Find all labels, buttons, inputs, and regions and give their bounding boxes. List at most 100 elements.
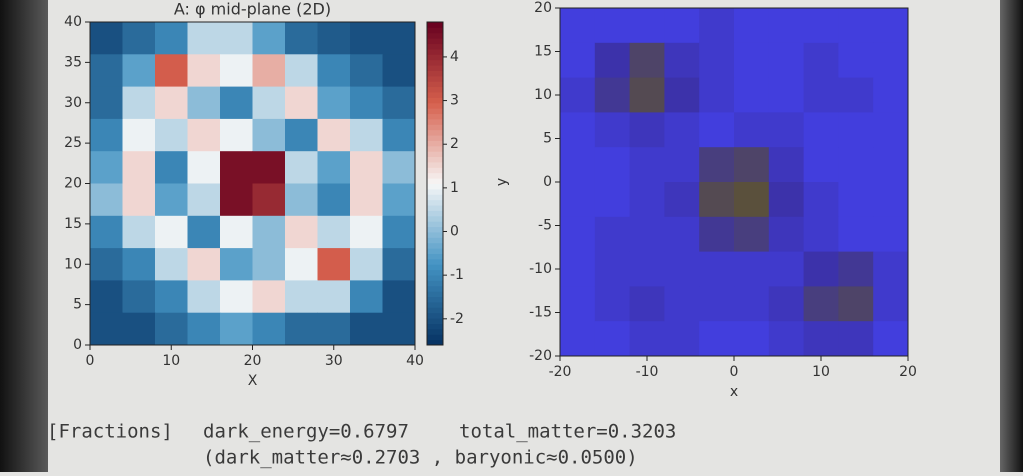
heatmap-cell: [768, 251, 805, 287]
heatmap-cell: [838, 321, 874, 357]
colorbar-segment: [427, 161, 443, 168]
heatmap-cell: [252, 215, 286, 249]
heatmap-cell: [285, 54, 318, 88]
colorbar-segment: [427, 194, 443, 201]
heatmap-cell: [699, 216, 735, 253]
heatmap-cell: [803, 182, 839, 218]
heatmap-cell: [187, 248, 221, 281]
colorbar-segment: [427, 91, 443, 98]
heatmap-cell: [734, 8, 770, 44]
y-tick-label: 20: [534, 0, 552, 16]
heatmap-cell: [734, 251, 770, 287]
heatmap-cell: [317, 215, 351, 249]
colorbar-segment: [427, 231, 443, 238]
heatmap-cell: [664, 251, 700, 287]
heatmap-cell: [734, 321, 770, 357]
y-tick-label: 15: [534, 44, 552, 60]
x-tick-label: 10: [812, 364, 830, 380]
heatmap-cell: [252, 183, 286, 217]
heatmap-cell: [838, 251, 874, 287]
colorbar-segment: [427, 22, 443, 28]
colorbar-tick-label: 3: [450, 93, 459, 109]
heatmap-cell: [155, 183, 188, 217]
heatmap-cell: [317, 248, 351, 281]
colorbar-segment: [427, 237, 443, 244]
colorbar-segment: [427, 210, 443, 217]
heatmap-cell: [90, 151, 123, 184]
heatmap-cell: [873, 112, 909, 148]
heatmap-cell: [594, 112, 631, 148]
footer-dark-energy: dark_energy=0.6797: [203, 421, 409, 443]
y-tick-label: 0: [73, 337, 82, 353]
heatmap-cell: [873, 216, 909, 253]
heatmap-cell: [664, 147, 700, 183]
left-bezel: [0, 0, 48, 472]
heatmap-cell: [803, 147, 839, 183]
heatmap-cell: [734, 286, 770, 322]
right-bezel: [1000, 0, 1023, 472]
heatmap-cell: [699, 147, 735, 183]
heatmap-cell: [560, 321, 596, 357]
heatmap-cell: [155, 118, 188, 152]
heatmap-cell: [594, 182, 631, 218]
heatmap-cell: [594, 77, 631, 113]
heatmap-cell: [187, 151, 221, 184]
heatmap-cell: [220, 118, 253, 152]
colorbar-segment: [427, 167, 443, 174]
heatmap-cell: [285, 151, 318, 184]
heatmap-cell: [382, 183, 416, 217]
footer-total-matter: total_matter=0.3203: [459, 421, 676, 443]
y-axis-label: y: [494, 178, 510, 186]
heatmap-cell: [803, 42, 839, 79]
x-tick-label: 40: [406, 353, 424, 369]
heatmap-cell: [594, 321, 631, 357]
colorbar-segment: [427, 27, 443, 34]
heatmap-cell: [382, 312, 416, 346]
colorbar-segment: [427, 312, 443, 319]
x-tick-label: 0: [86, 353, 95, 369]
heatmap-cell: [629, 182, 665, 218]
heatmap-cell: [664, 321, 700, 357]
heatmap-cell: [560, 112, 596, 148]
heatmap-cell: [803, 8, 839, 44]
colorbar-segment: [427, 199, 443, 206]
heatmap-cell: [122, 151, 156, 184]
colorbar-segment: [427, 285, 443, 292]
heatmap-cell: [90, 22, 123, 55]
heatmap-cell: [122, 215, 156, 249]
heatmap-cell: [768, 77, 805, 113]
heatmap-cell: [155, 312, 188, 346]
colorbar-segment: [427, 215, 443, 222]
heatmap-cell: [285, 183, 318, 217]
heatmap-cell: [664, 286, 700, 322]
heatmap-cell: [594, 216, 631, 253]
heatmap-cell: [350, 280, 383, 314]
colorbar-segment: [427, 38, 443, 45]
heatmap-cell: [664, 216, 700, 253]
heatmap-cell: [350, 312, 383, 346]
heatmap-cell: [629, 321, 665, 357]
colorbar-segment: [427, 113, 443, 120]
x-tick-label: -10: [636, 364, 659, 380]
colorbar-segment: [427, 248, 443, 254]
heatmap-cell: [699, 112, 735, 148]
heatmap-cell: [317, 118, 351, 152]
heatmap-cell: [699, 77, 735, 113]
heatmap-cell: [317, 151, 351, 184]
colorbar-tick-label: -1: [450, 267, 464, 283]
heatmap-cell: [629, 286, 665, 322]
colorbar-tick-label: 0: [450, 224, 459, 240]
colorbar-segment: [427, 65, 443, 71]
heatmap-cell: [317, 183, 351, 217]
heatmap-cell: [122, 22, 156, 55]
colorbar-segment: [427, 43, 443, 50]
heatmap-cell: [90, 312, 123, 346]
heatmap-cell: [252, 248, 286, 281]
heatmap-cell: [664, 112, 700, 148]
heatmap-cell: [382, 54, 416, 88]
x-tick-label: 20: [244, 353, 262, 369]
heatmap-cell: [155, 86, 188, 120]
heatmap-cell: [873, 182, 909, 218]
heatmap-cell: [838, 8, 874, 44]
heatmap-cell: [90, 54, 123, 88]
